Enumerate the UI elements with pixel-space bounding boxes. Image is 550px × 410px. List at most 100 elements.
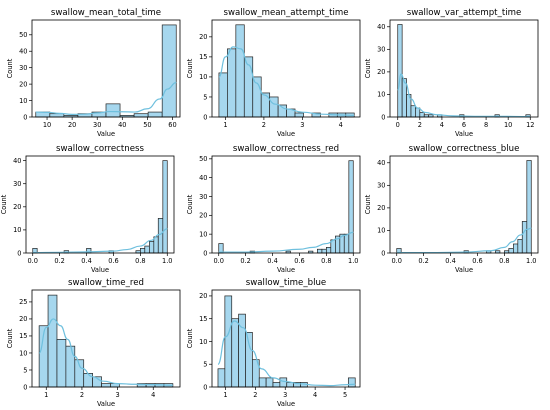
histogram-bar xyxy=(144,245,150,254)
axes-frame xyxy=(31,289,181,388)
histogram-bar xyxy=(343,233,350,254)
histogram-panel: 0 2 4 6 8 10 12 0 10 20 30 40 swallow_var_attempt_ti… xyxy=(364,8,539,138)
histogram-bar xyxy=(49,113,65,118)
histogram-bar xyxy=(157,218,164,254)
histogram-bar xyxy=(321,248,327,254)
x-tick-label: 1 xyxy=(223,391,227,399)
y-tick-label: 10 xyxy=(199,73,207,81)
histogram-bar xyxy=(415,107,421,118)
histogram-bar xyxy=(149,241,155,254)
histogram-bar xyxy=(260,92,271,118)
x-tick-label: 4 xyxy=(339,121,343,129)
y-tick-label: 40 xyxy=(377,23,385,31)
histogram-bar xyxy=(83,373,93,388)
x-tick-label: 3 xyxy=(300,121,304,129)
x-tick-label: 0.4 xyxy=(81,257,92,265)
histogram-bar xyxy=(227,48,237,118)
histogram-bar xyxy=(235,24,245,118)
x-tick-label: 60 xyxy=(168,121,176,129)
histogram-bar xyxy=(517,239,523,254)
y-tick-label: 15 xyxy=(199,53,207,61)
y-tick-label: 0 xyxy=(381,249,385,257)
histogram-bar xyxy=(401,78,407,118)
x-tick-label: 1 xyxy=(44,391,48,399)
histogram-panel: 1 2 3 4 5 0 5 10 15 20 swallow_time_blue Value Count xyxy=(186,278,361,408)
histogram-bar xyxy=(161,24,177,118)
x-tick-label: 1 xyxy=(223,121,227,129)
x-tick-label: 30 xyxy=(93,121,101,129)
y-tick-label: 25 xyxy=(19,298,27,306)
y-tick-label: 40 xyxy=(199,174,207,182)
y-axis-label: Count xyxy=(0,194,8,214)
x-tick-label: 4 xyxy=(440,121,444,129)
histogram-bar xyxy=(317,248,323,254)
y-tick-label: 30 xyxy=(199,193,207,201)
y-tick-label: 20 xyxy=(199,212,207,220)
kde-curve xyxy=(38,318,173,386)
axes-frame xyxy=(31,19,181,118)
x-tick-label: 1.0 xyxy=(526,257,537,265)
histogram-bar xyxy=(65,345,76,388)
histogram-bar xyxy=(218,72,228,118)
x-tick-label: 0.2 xyxy=(54,257,65,265)
histogram-bar xyxy=(258,377,267,388)
x-tick-label: 8 xyxy=(484,121,488,129)
y-tick-label: 20 xyxy=(377,68,385,76)
x-tick-label: 3 xyxy=(283,391,287,399)
histogram-bar xyxy=(245,332,253,388)
x-tick-label: 50 xyxy=(143,121,151,129)
histogram-bar xyxy=(147,111,163,118)
histogram-bar xyxy=(508,248,514,254)
x-tick-label: 0.4 xyxy=(445,257,456,265)
y-axis-label: Count xyxy=(186,328,194,348)
y-axis-label: Count xyxy=(6,58,14,78)
x-tick-label: 1.0 xyxy=(162,257,173,265)
y-tick-label: 30 xyxy=(19,64,27,72)
x-tick-label: 0.8 xyxy=(135,257,146,265)
kde-curve xyxy=(396,227,532,254)
y-tick-label: 20 xyxy=(13,203,21,211)
histogram-panel: 1 2 3 4 0 5 10 15 20 25 swallow_time_red Value Count xyxy=(6,278,181,408)
histogram-bar xyxy=(279,377,288,388)
y-tick-label: 10 xyxy=(377,227,385,235)
x-tick-label: 0.6 xyxy=(472,257,483,265)
histogram-bar xyxy=(272,382,281,388)
y-axis-label: Count xyxy=(6,328,14,348)
y-axis-label: Count xyxy=(364,58,372,78)
y-tick-label: 0 xyxy=(203,249,207,257)
y-tick-label: 0 xyxy=(23,113,27,121)
histogram-bar xyxy=(47,294,58,388)
y-tick-label: 10 xyxy=(199,338,207,346)
histogram-bar xyxy=(105,103,121,118)
x-axis-label: Value xyxy=(277,266,295,274)
kde-curve xyxy=(218,46,355,116)
histogram-bar xyxy=(526,160,532,254)
y-tick-label: 0 xyxy=(203,383,207,391)
y-tick-label: 20 xyxy=(199,292,207,300)
histogram-bar xyxy=(243,56,254,118)
axes-frame xyxy=(211,19,361,118)
y-tick-label: 0 xyxy=(17,249,21,257)
histogram-bar xyxy=(224,295,233,388)
x-tick-label: 0.2 xyxy=(418,257,429,265)
y-tick-label: 40 xyxy=(13,157,21,165)
kde-curve xyxy=(32,228,168,254)
x-tick-label: 0.4 xyxy=(267,257,278,265)
histogram-bar xyxy=(419,112,425,118)
x-tick-label: 0 xyxy=(396,121,400,129)
x-tick-label: 2 xyxy=(253,391,257,399)
kde-curve xyxy=(218,231,354,253)
x-tick-label: 10 xyxy=(504,121,512,129)
histogram-bar xyxy=(101,383,111,388)
y-tick-label: 5 xyxy=(203,361,207,369)
x-tick-label: 12 xyxy=(526,121,534,129)
axes-frame xyxy=(389,155,539,254)
x-tick-label: 4 xyxy=(151,391,155,399)
y-axis-label: Count xyxy=(186,58,194,78)
panel-title: swallow_var_attempt_time xyxy=(407,8,522,18)
kde-curve xyxy=(397,73,531,118)
histogram-panel: 1 2 3 4 0 5 10 15 20 swallow_mean_attempt_time Val… xyxy=(186,8,361,138)
histogram-panel: 0.0 0.2 0.4 0.6 0.8 1.0 0 10 20 30 40 swallow_corre… xyxy=(364,144,539,274)
x-tick-label: 20 xyxy=(68,121,76,129)
x-axis-label: Value xyxy=(97,130,115,138)
